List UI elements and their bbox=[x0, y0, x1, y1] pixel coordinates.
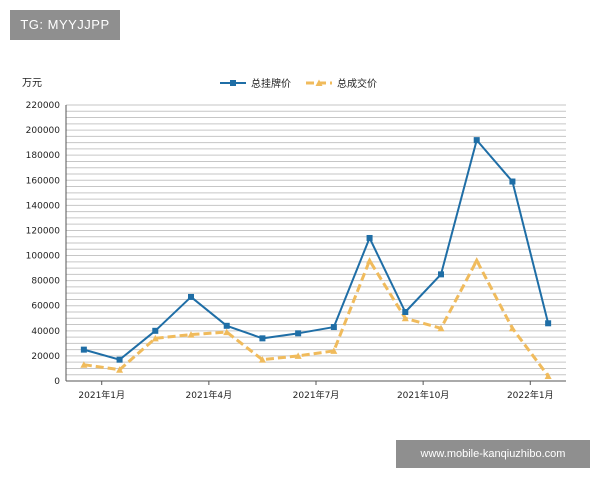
y-axis-unit-label: 万元 bbox=[22, 78, 42, 89]
legend-label-1: 总成交价 bbox=[337, 77, 377, 90]
grid-lines bbox=[66, 104, 566, 376]
y-tick-label: 0 bbox=[54, 377, 60, 387]
y-tick-label: 120000 bbox=[26, 226, 61, 236]
data-point bbox=[116, 356, 123, 363]
legend-marker-1 bbox=[315, 79, 323, 86]
data-point bbox=[116, 366, 124, 373]
data-point bbox=[544, 372, 552, 379]
legend: 总挂牌价 总成交价 bbox=[220, 77, 377, 90]
series-line-0 bbox=[83, 139, 550, 361]
data-point bbox=[80, 361, 88, 368]
data-point bbox=[295, 330, 302, 337]
data-point bbox=[402, 309, 409, 315]
data-point bbox=[437, 324, 445, 332]
y-tick-label: 180000 bbox=[26, 151, 61, 161]
data-point bbox=[473, 257, 481, 264]
y-tick-label: 200000 bbox=[26, 126, 61, 136]
data-point bbox=[366, 234, 373, 241]
x-tick-label: 2021年10月 bbox=[397, 389, 449, 401]
data-point bbox=[438, 271, 444, 278]
data-point bbox=[188, 293, 194, 300]
data-point bbox=[258, 356, 266, 363]
x-axis-ticks: 2021年1月 2021年4月 2021年7月 2021年10月 2022年1月 bbox=[78, 381, 554, 401]
data-point bbox=[259, 335, 266, 342]
x-tick-label: 2021年7月 bbox=[293, 389, 340, 401]
data-point bbox=[152, 327, 159, 334]
data-point bbox=[366, 257, 374, 264]
data-point bbox=[187, 331, 195, 338]
series-lines bbox=[83, 139, 550, 377]
data-point bbox=[545, 320, 552, 327]
y-tick-label: 220000 bbox=[26, 101, 61, 111]
data-point bbox=[294, 352, 302, 359]
data-point bbox=[509, 178, 516, 185]
bottom-watermark: www.mobile-kanqiuzhibo.com bbox=[396, 440, 590, 468]
series-line-1 bbox=[83, 259, 550, 377]
legend-marker-0 bbox=[230, 80, 236, 86]
legend-label-0: 总挂牌价 bbox=[251, 77, 291, 90]
y-tick-label: 140000 bbox=[26, 201, 61, 211]
data-point bbox=[473, 137, 480, 144]
y-tick-label: 100000 bbox=[26, 252, 61, 262]
data-point bbox=[223, 322, 230, 329]
y-axis-ticks: 0 20000 40000 60000 80000 100000 120000 140000 1… bbox=[26, 101, 61, 387]
x-tick-label: 2022年1月 bbox=[507, 389, 554, 401]
data-point bbox=[401, 314, 409, 322]
top-watermark: TG: MYYJJPP bbox=[10, 10, 120, 40]
y-tick-label: 20000 bbox=[31, 352, 60, 362]
y-tick-label: 40000 bbox=[31, 327, 60, 337]
x-tick-label: 2021年1月 bbox=[78, 389, 125, 401]
y-tick-label: 60000 bbox=[31, 302, 60, 312]
y-tick-label: 160000 bbox=[26, 176, 61, 186]
data-point bbox=[508, 324, 516, 332]
data-point bbox=[151, 334, 159, 342]
x-tick-label: 2021年4月 bbox=[186, 389, 233, 401]
data-point bbox=[330, 324, 337, 331]
y-tick-label: 80000 bbox=[31, 277, 60, 287]
data-point bbox=[223, 328, 231, 336]
series-markers bbox=[80, 137, 552, 379]
data-point bbox=[330, 347, 338, 354]
data-point bbox=[80, 346, 87, 353]
